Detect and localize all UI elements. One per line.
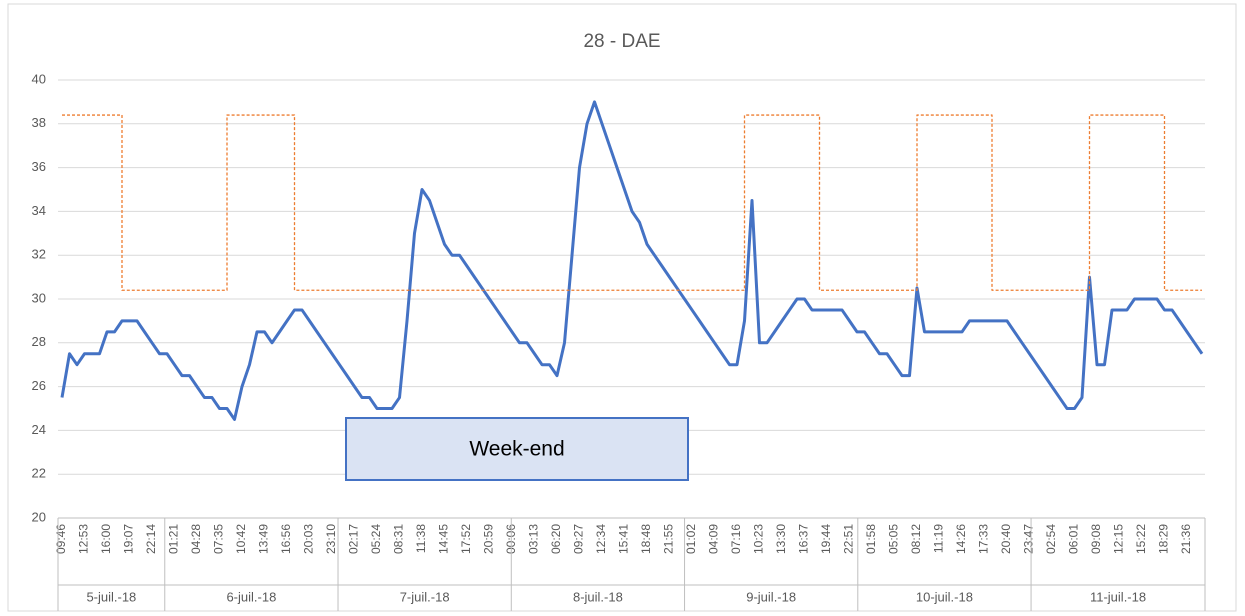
y-tick-label: 26: [32, 378, 46, 393]
y-tick-label: 38: [32, 115, 46, 130]
x-tick-label: 21:36: [1179, 524, 1193, 554]
x-tick-label: 09:08: [1089, 524, 1103, 554]
x-tick-label: 08:31: [392, 524, 406, 554]
x-group-label: 8-juil.-18: [573, 589, 623, 604]
x-tick-label: 14:26: [954, 524, 968, 554]
series-line: [60, 100, 1204, 421]
series-line: [62, 114, 1202, 291]
y-tick-label: 22: [32, 466, 46, 481]
x-group-label: 7-juil.-18: [400, 589, 450, 604]
y-tick-label: 36: [32, 159, 46, 174]
x-tick-label: 02:17: [347, 524, 361, 554]
x-tick-label: 05:24: [369, 524, 383, 554]
x-tick-label: 16:56: [279, 524, 293, 554]
x-tick-label: 20:40: [999, 524, 1013, 554]
x-tick-label: 22:51: [842, 524, 856, 554]
x-tick-label: 14:45: [437, 524, 451, 554]
x-tick-label: 02:54: [1044, 524, 1058, 554]
x-tick-label: 20:59: [482, 524, 496, 554]
x-tick-label: 17:33: [977, 524, 991, 554]
x-tick-label: 13:30: [774, 524, 788, 554]
x-tick-label: 15:22: [1134, 524, 1148, 554]
x-tick-label: 23:10: [324, 524, 338, 554]
y-tick-label: 40: [32, 71, 46, 86]
x-tick-label: 18:48: [639, 524, 653, 554]
x-tick-label: 15:41: [617, 524, 631, 554]
x-tick-label: 06:20: [549, 524, 563, 554]
x-tick-label: 09:27: [572, 524, 586, 554]
x-tick-label: 11:19: [932, 524, 946, 553]
x-tick-label: 16:00: [99, 524, 113, 554]
x-tick-label: 23:47: [1022, 524, 1036, 554]
x-tick-label: 19:07: [122, 524, 136, 554]
x-tick-label: 17:52: [459, 524, 473, 554]
x-tick-label: 03:13: [527, 524, 541, 554]
x-tick-label: 10:23: [752, 524, 766, 554]
x-tick-label: 04:28: [189, 524, 203, 554]
chart-border: [7, 3, 1237, 612]
x-tick-label: 12:15: [1112, 524, 1126, 554]
x-group-label: 5-juil.-18: [86, 589, 136, 604]
annotation: Week-end: [469, 438, 564, 461]
x-tick-label: 01:21: [167, 524, 181, 554]
y-tick-label: 32: [32, 247, 46, 262]
x-tick-label: 12:34: [594, 524, 608, 554]
x-tick-label: 12:53: [77, 524, 91, 554]
x-tick-label: 09:46: [54, 524, 68, 554]
x-tick-label: 05:05: [887, 524, 901, 554]
y-tick-label: 28: [32, 334, 46, 349]
chart-title: 28 - DAE: [583, 31, 660, 52]
x-tick-label: 06:01: [1067, 524, 1081, 554]
x-tick-label: 10:42: [234, 524, 248, 554]
x-tick-label: 01:02: [684, 524, 698, 554]
x-tick-label: 07:16: [729, 524, 743, 554]
x-group-label: 10-juil.-18: [916, 589, 973, 604]
x-tick-label: 20:03: [302, 524, 316, 554]
x-tick-label: 13:49: [257, 524, 271, 554]
x-group-label: 9-juil.-18: [746, 589, 796, 604]
x-tick-label: 07:35: [212, 524, 226, 554]
y-tick-label: 20: [32, 509, 46, 524]
x-tick-label: 21:55: [662, 524, 676, 554]
x-tick-label: 18:29: [1157, 524, 1171, 554]
y-tick-label: 30: [32, 290, 46, 305]
x-tick-label: 22:14: [144, 524, 158, 554]
x-tick-label: 19:44: [819, 524, 833, 554]
x-tick-label: 01:58: [864, 524, 878, 554]
y-tick-label: 24: [32, 422, 46, 437]
y-tick-label: 34: [32, 203, 46, 218]
x-tick-label: 08:12: [909, 524, 923, 554]
x-tick-label: 04:09: [707, 524, 721, 554]
x-group-label: 6-juil.-18: [226, 589, 276, 604]
x-tick-label: 11:38: [414, 524, 428, 553]
annotation-box: [345, 417, 689, 481]
x-group-label: 11-juil.-18: [1090, 589, 1146, 604]
x-tick-label: 16:37: [797, 524, 811, 554]
